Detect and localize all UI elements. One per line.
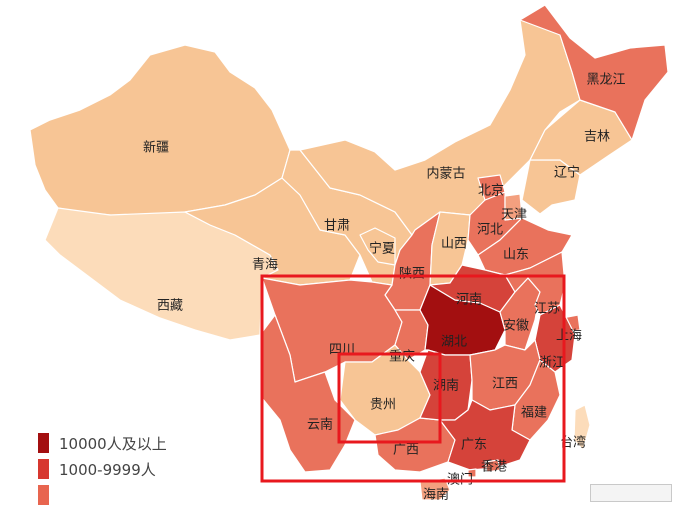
province-taiwan[interactable] (573, 404, 591, 451)
province-qinghai[interactable] (184, 177, 361, 286)
province-label-qinghai: 青海 (252, 258, 278, 273)
legend-swatch (38, 433, 49, 453)
province-label-guangdong: 广东 (461, 438, 487, 453)
province-label-liaoning: 辽宁 (554, 165, 580, 181)
legend-label: 10000人及以上 (59, 435, 167, 453)
province-beijing[interactable] (477, 174, 506, 201)
province-label-tianjin: 天津 (501, 208, 527, 223)
province-guangdong[interactable] (439, 399, 531, 471)
province-label-shanxi: 山西 (441, 237, 467, 252)
province-label-hebei: 河北 (477, 223, 503, 238)
province-hainan[interactable] (419, 477, 451, 500)
province-label-guizhou: 贵州 (370, 398, 396, 413)
province-macau[interactable] (467, 468, 477, 478)
province-label-guangxi: 广西 (393, 443, 419, 458)
province-label-zhejiang: 浙江 (539, 356, 565, 371)
province-label-xinjiang: 新疆 (143, 140, 169, 156)
province-label-shanghai: 上海 (556, 329, 582, 344)
province-label-fujian: 福建 (521, 406, 547, 421)
legend-swatch (38, 459, 49, 479)
province-hongkong[interactable] (484, 459, 501, 473)
province-label-xizang: 西藏 (157, 299, 183, 314)
province-xinjiang[interactable] (29, 44, 291, 219)
province-label-hainan: 海南 (423, 487, 449, 501)
province-label-jiangxi: 江西 (492, 377, 518, 392)
province-label-henan: 河南 (456, 292, 482, 308)
province-label-shandong: 山东 (503, 248, 529, 263)
province-label-ningxia: 宁夏 (369, 241, 395, 257)
province-label-heilongjiang: 黑龙江 (586, 73, 625, 88)
province-yunnan[interactable] (259, 314, 356, 473)
province-label-yunnan: 云南 (307, 417, 333, 433)
province-label-shaanxi: 陕西 (399, 267, 425, 282)
province-label-gansu: 甘肃 (324, 219, 350, 234)
province-label-hunan: 湖南 (433, 378, 459, 394)
south-china-sea-inset (590, 484, 672, 502)
province-heilongjiang[interactable] (519, 4, 669, 141)
province-label-chongqing: 重庆 (389, 349, 415, 365)
highlight-box-guizhou-region (337, 352, 442, 444)
province-label-hongkong: 香港 (481, 460, 507, 475)
province-label-taiwan: 台湾 (560, 435, 586, 451)
legend-swatch (38, 485, 49, 505)
province-label-beijing: 北京 (478, 184, 504, 199)
province-label-jiangsu: 江苏 (534, 301, 560, 317)
highlight-box-south-central-region (260, 274, 566, 483)
legend-label: 1000-9999人 (59, 461, 156, 479)
province-label-neimenggu: 内蒙古 (426, 166, 465, 182)
province-label-jilin: 吉林 (584, 130, 610, 145)
province-label-hubei: 湖北 (441, 335, 467, 350)
province-label-anhui: 安徽 (503, 319, 529, 334)
